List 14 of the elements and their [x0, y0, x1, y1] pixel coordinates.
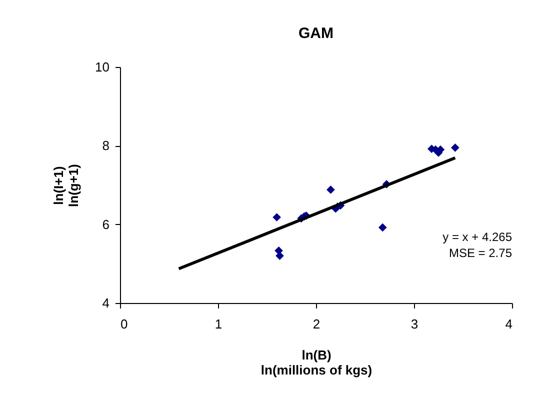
x-axis-title: ln(B) ln(millions of kgs): [260, 348, 372, 378]
annotation: MSE = 2.75: [448, 246, 512, 260]
x-tick-label: 0: [120, 316, 128, 332]
y-tick-label: 6: [102, 216, 110, 232]
annotation: y = x + 4.265: [442, 230, 512, 244]
chart-title: GAM: [298, 25, 334, 42]
x-tick-label: 3: [410, 316, 418, 332]
y-tick-label: 8: [102, 138, 110, 154]
x-tick-label: 1: [214, 316, 222, 332]
x-tick-label: 4: [505, 316, 512, 332]
y-axis-title: ln(I+1) ln(g+1): [51, 164, 82, 207]
y-tick-label: 4: [102, 296, 110, 310]
y-tick-label: 10: [95, 60, 110, 74]
x-tick-label: 2: [312, 316, 320, 332]
